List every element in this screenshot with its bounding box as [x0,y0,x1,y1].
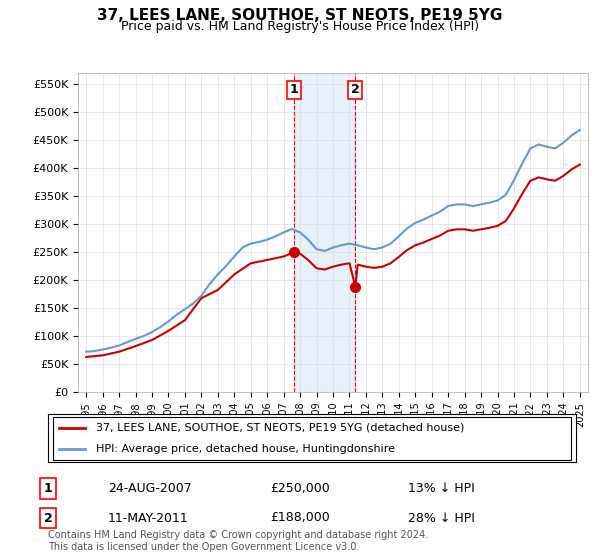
Text: 28% ↓ HPI: 28% ↓ HPI [408,511,475,525]
Text: 37, LEES LANE, SOUTHOE, ST NEOTS, PE19 5YG: 37, LEES LANE, SOUTHOE, ST NEOTS, PE19 5… [97,8,503,24]
Text: 2: 2 [351,83,360,96]
Text: Price paid vs. HM Land Registry's House Price Index (HPI): Price paid vs. HM Land Registry's House … [121,20,479,32]
Text: 1: 1 [290,83,299,96]
Text: 24-AUG-2007: 24-AUG-2007 [108,482,192,495]
Text: HPI: Average price, detached house, Huntingdonshire: HPI: Average price, detached house, Hunt… [95,444,395,454]
Text: 1: 1 [44,482,52,495]
Bar [295,73,355,392]
Text: 11-MAY-2011: 11-MAY-2011 [108,511,189,525]
Text: 2: 2 [44,511,52,525]
Text: 37, LEES LANE, SOUTHOE, ST NEOTS, PE19 5YG (detached house): 37, LEES LANE, SOUTHOE, ST NEOTS, PE19 5… [95,423,464,433]
FancyBboxPatch shape [53,417,571,460]
Text: £188,000: £188,000 [270,511,330,525]
Text: 13% ↓ HPI: 13% ↓ HPI [408,482,475,495]
Text: £250,000: £250,000 [270,482,330,495]
Text: Contains HM Land Registry data © Crown copyright and database right 2024.
This d: Contains HM Land Registry data © Crown c… [48,530,428,552]
